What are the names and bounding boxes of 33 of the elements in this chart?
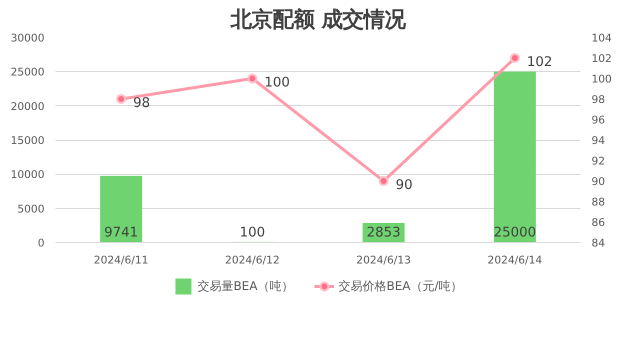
y2-tick-label: 94 (592, 134, 606, 147)
data-label: 90 (396, 178, 413, 193)
y-tick-label: 30000 (10, 32, 45, 44)
x-tick-label: 2024/6/12 (225, 254, 280, 266)
y2-tick-label: 90 (592, 175, 606, 188)
y2-tick-label: 104 (592, 32, 612, 44)
y2-tick-label: 84 (592, 236, 606, 250)
data-label: 25000 (494, 225, 536, 240)
chart-title: 北京配额 成交情况 (229, 8, 407, 32)
data-label: 102 (526, 55, 552, 70)
y-tick-label: 25000 (10, 66, 45, 79)
data-label: 9741 (104, 225, 138, 240)
y-tick-label: 0 (38, 236, 45, 250)
y2-tick-label: 96 (592, 114, 606, 126)
data-label: 100 (264, 76, 290, 90)
y-tick-label: 15000 (10, 134, 45, 147)
x-tick-label: 2024/6/14 (488, 254, 542, 266)
legend-label: 交易价格BEA（元/吨） (338, 278, 463, 294)
y2-tick-label: 98 (592, 93, 606, 106)
x-tick-label: 2024/6/11 (94, 254, 148, 266)
x-tick-label: 2024/6/13 (356, 254, 411, 266)
y-tick-label: 20000 (10, 100, 45, 113)
legend-label: 交易量BEA（吨） (197, 278, 294, 294)
data-label: 100 (240, 225, 266, 240)
data-label: 98 (133, 96, 150, 111)
y2-tick-label: 100 (592, 72, 612, 86)
y2-tick-label: 86 (592, 216, 606, 229)
data-label: 2853 (366, 225, 401, 240)
y2-tick-label: 88 (592, 196, 606, 208)
y-tick-label: 10000 (10, 168, 45, 182)
y2-tick-label: 102 (592, 52, 612, 65)
y2-tick-label: 92 (592, 154, 606, 168)
y-tick-label: 5000 (17, 202, 45, 216)
